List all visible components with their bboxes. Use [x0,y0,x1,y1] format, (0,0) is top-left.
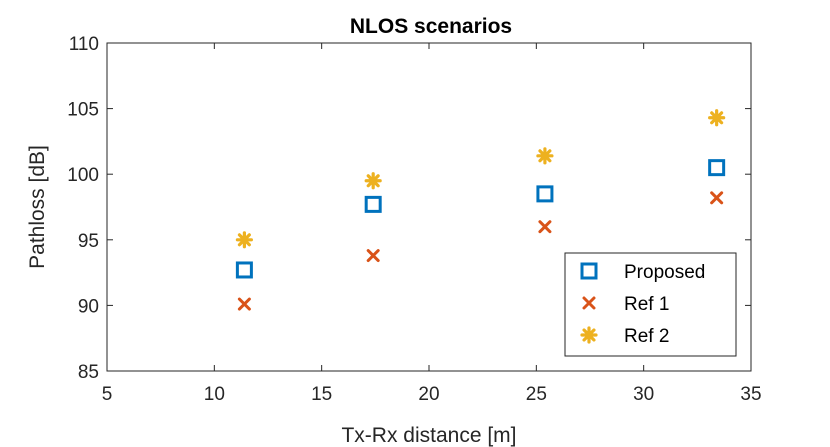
point-ref-1-3 [538,220,552,234]
x-tick-label: 5 [102,384,113,405]
point-ref-1-4 [710,191,724,205]
legend-marker-1 [580,262,598,280]
data-marks [235,109,726,311]
chart-title: NLOS scenarios [350,15,512,38]
x-tick-label: 20 [418,384,439,405]
x-tick-label: 15 [311,384,332,405]
x-axis-label: Tx-Rx distance [m] [341,424,516,447]
axis-ticks: 5 10 15 20 25 30 35 85 90 95 100 105 110 [67,34,761,405]
point-ref-2-3 [536,147,554,165]
x-tick-label: 35 [740,384,761,405]
point-ref-2-2 [364,172,382,190]
point-ref-2-1 [235,231,253,249]
point-proposed-3 [536,185,554,203]
y-tick-label: 90 [78,296,99,317]
point-proposed-4 [708,159,726,177]
x-tick-label: 25 [526,384,547,405]
y-axis-label: Pathloss [dB] [26,145,49,269]
legend-marker-3 [580,326,598,344]
x-tick-label: 30 [633,384,654,405]
legend-marker-2 [582,296,596,310]
point-ref-2-4 [708,109,726,127]
y-tick-label: 100 [67,165,99,186]
y-tick-label: 95 [78,231,99,252]
y-tick-label: 105 [67,100,99,121]
point-proposed-2 [364,195,382,213]
point-proposed-1 [235,261,253,279]
y-tick-label: 85 [78,362,99,383]
legend: Proposed Ref 1 Ref 2 [564,252,737,357]
legend-label-2: Ref 1 [624,294,669,315]
point-ref-1-1 [237,297,251,311]
legend-label-3: Ref 2 [624,326,669,347]
point-ref-1-2 [366,249,380,263]
legend-label-1: Proposed [624,262,705,283]
y-tick-label: 110 [69,34,99,55]
x-tick-label: 10 [204,384,225,405]
